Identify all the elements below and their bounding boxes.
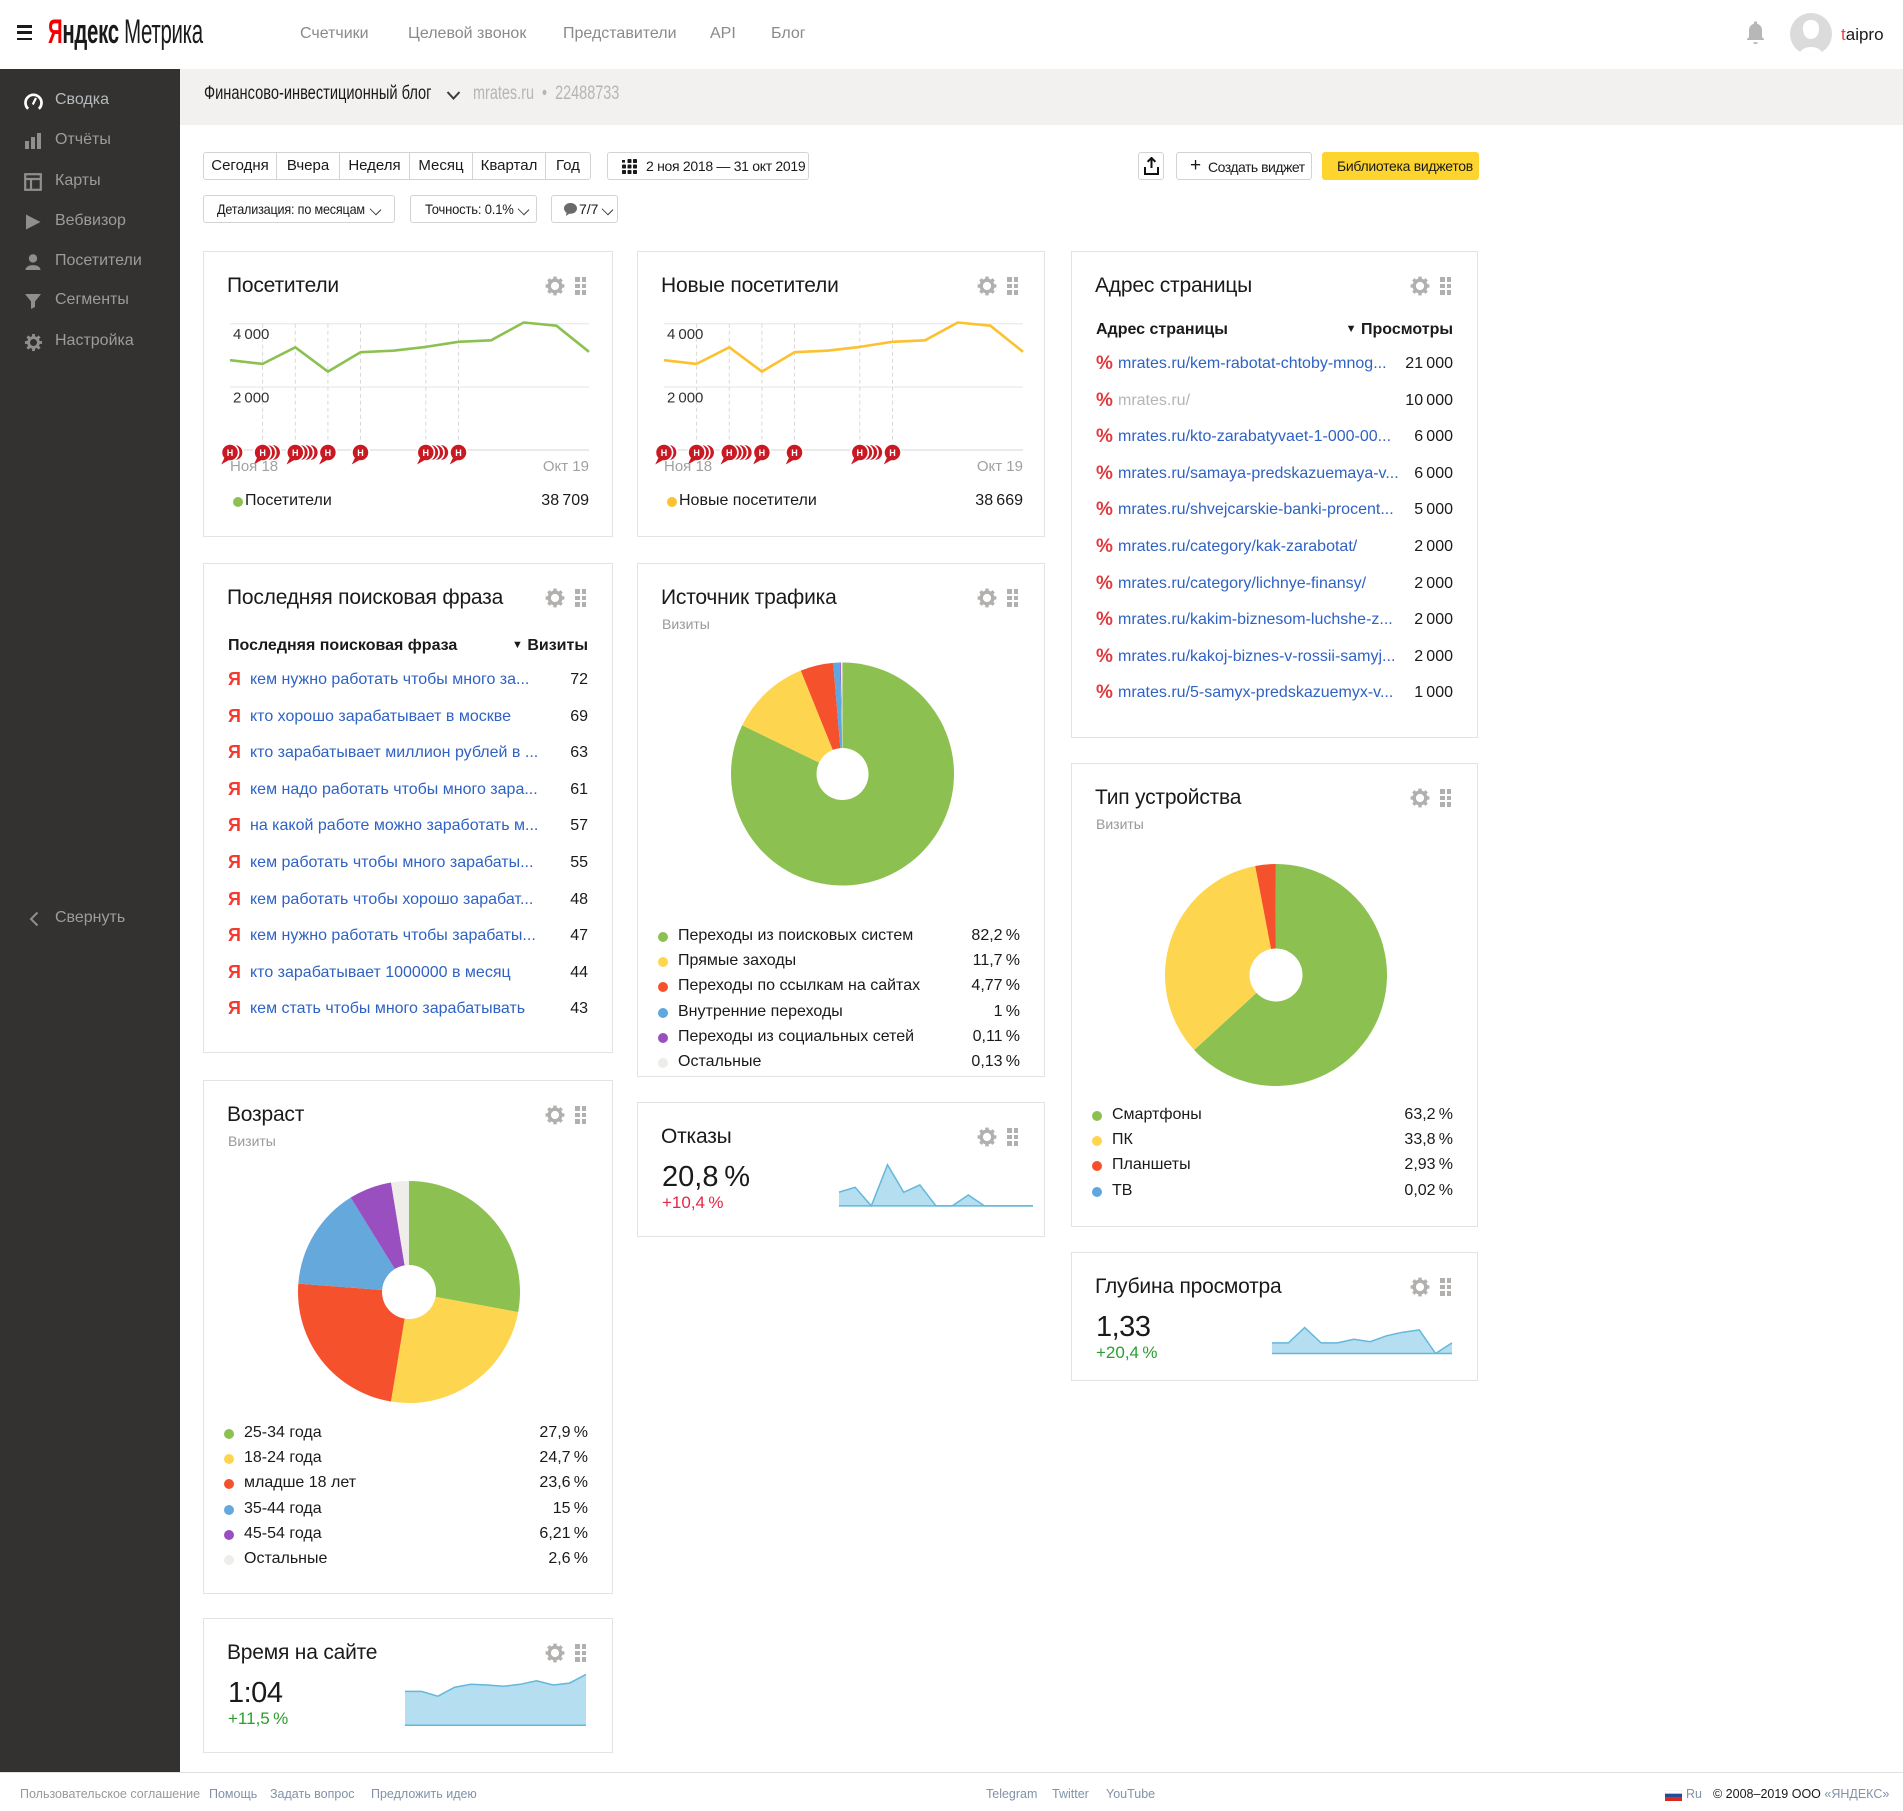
svg-text:Н: Н: [292, 448, 299, 458]
svg-text:Н: Н: [325, 448, 332, 458]
svg-text:Н: Н: [423, 448, 430, 458]
svg-text:4 000: 4 000: [233, 326, 269, 343]
svg-text:2 000: 2 000: [667, 390, 703, 407]
svg-text:Н: Н: [259, 448, 266, 458]
svg-text:Н: Н: [455, 448, 462, 458]
svg-text:Ноя 18: Ноя 18: [230, 458, 278, 475]
svg-text:Н: Н: [661, 448, 668, 458]
svg-text:4 000: 4 000: [667, 326, 703, 343]
svg-text:Окт 19: Окт 19: [977, 458, 1023, 475]
svg-text:Н: Н: [357, 448, 364, 458]
svg-text:Н: Н: [726, 448, 733, 458]
svg-text:Н: Н: [889, 448, 896, 458]
svg-text:Н: Н: [227, 448, 234, 458]
svg-text:Н: Н: [857, 448, 864, 458]
svg-text:2 000: 2 000: [233, 390, 269, 407]
svg-text:Окт 19: Окт 19: [543, 458, 589, 475]
svg-text:Н: Н: [791, 448, 798, 458]
svg-text:Н: Н: [693, 448, 700, 458]
svg-text:Ноя 18: Ноя 18: [664, 458, 712, 475]
svg-text:Н: Н: [759, 448, 766, 458]
